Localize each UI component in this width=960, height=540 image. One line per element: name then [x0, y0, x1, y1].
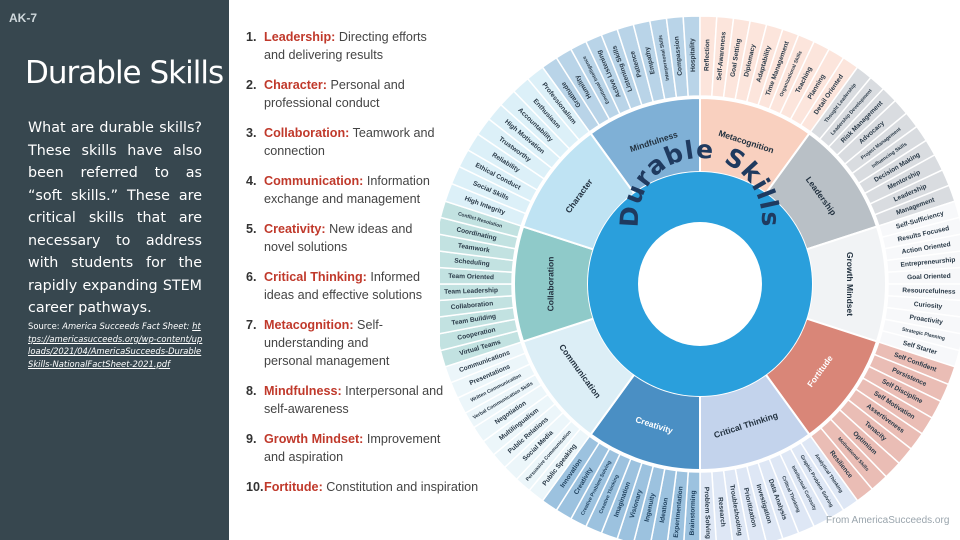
skill-number: 1.: [246, 30, 257, 44]
skill-label: Team Leadership: [444, 287, 498, 296]
skill-label: Collaboration: [451, 300, 494, 311]
hub-center: [638, 222, 762, 346]
skill-description: Teamwork and connection: [264, 126, 435, 158]
skill-description: New ideas and novel solutions: [264, 222, 413, 254]
skill-label: Hospitality: [689, 38, 697, 72]
skill-description: Personal and professional conduct: [264, 78, 405, 110]
skill-number: 10.: [246, 480, 264, 494]
skill-description: Informed ideas and effective solutions: [264, 270, 422, 302]
skill-name: Leadership:: [264, 30, 336, 44]
skill-number: 4.: [246, 174, 257, 188]
skill-item-mindfulness: 8. Mindfulness: Interpersonal and self-a…: [246, 382, 486, 418]
skill-name: Creativity:: [264, 222, 326, 236]
slide-body: What are durable skills? These skills ha…: [28, 120, 202, 316]
source-name: America Succeeds Fact Sheet:: [62, 321, 193, 331]
skill-cell: [526, 66, 591, 142]
skill-label: Goal Oriented: [907, 273, 951, 281]
skill-description: Directing efforts and delivering results: [264, 30, 427, 62]
skill-label: Problem Solving: [703, 487, 712, 539]
skill-label: Teamwork: [457, 242, 490, 254]
source-label: Source:: [28, 321, 63, 331]
skill-label: Reflection: [703, 39, 711, 71]
skill-description: Interpersonal and self-awareness: [264, 384, 444, 416]
category-label-collaboration: Collaboration: [545, 257, 555, 312]
skill-name: Mindfulness:: [264, 384, 342, 398]
image-credit: From AmericaSucceeds.org: [826, 515, 950, 526]
skill-number: 6.: [246, 270, 257, 284]
skill-number: 5.: [246, 222, 257, 236]
slide-code: AK-7: [9, 11, 38, 25]
skill-item-creativity: 5. Creativity: New ideas and novel solut…: [246, 220, 486, 256]
skill-label: Team Oriented: [448, 273, 494, 281]
skill-name: Growth Mindset:: [264, 432, 364, 446]
skill-number: 9.: [246, 432, 257, 446]
skill-item-critical-thinking: 6. Critical Thinking: Informed ideas and…: [246, 268, 486, 304]
skill-name: Metacognition:: [264, 318, 354, 332]
skill-label: Ideation: [659, 497, 670, 523]
skill-item-leadership: 1. Leadership: Directing efforts and del…: [246, 28, 486, 64]
skill-label: Brainstorming: [689, 490, 697, 535]
skill-label: Self-Awareness: [716, 31, 728, 81]
skill-label: Experimentation: [673, 486, 685, 538]
skill-item-collaboration: 3. Collaboration: Teamwork and connectio…: [246, 124, 486, 160]
skill-number: 8.: [246, 384, 257, 398]
skill-number: 3.: [246, 126, 257, 140]
skill-description: Improvement and aspiration: [264, 432, 441, 464]
slide-title: Durable Skills: [25, 55, 224, 91]
skill-name: Character:: [264, 78, 327, 92]
category-label-growth-mindset: Growth Mindset: [845, 252, 855, 316]
skill-name: Collaboration:: [264, 126, 350, 140]
skill-item-metacognition: 7. Metacognition: Self-understanding and…: [246, 316, 486, 370]
skill-name: Fortitude:: [264, 480, 323, 494]
skill-description: Constitution and inspiration: [322, 480, 479, 494]
skill-number: 2.: [246, 78, 257, 92]
skill-item-fortitude: 10. Fortitude: Constitution and inspirat…: [246, 478, 486, 496]
skill-name: Critical Thinking:: [264, 270, 367, 284]
skill-label: Scheduling: [454, 258, 490, 268]
skill-item-character: 2. Character: Personal and professional …: [246, 76, 486, 112]
skill-item-growth-mindset: 9. Growth Mindset: Improvement and aspir…: [246, 430, 486, 466]
skill-description: Information exchange and management: [264, 174, 430, 206]
source-citation: Source: America Succeeds Fact Sheet: htt…: [28, 320, 204, 370]
skill-label: Research: [716, 497, 726, 527]
skill-label: Resourcefulness: [902, 287, 956, 296]
skill-number: 7.: [246, 318, 257, 332]
skill-description: Self-understanding and personal manageme…: [264, 318, 390, 368]
skill-label: Curiosity: [913, 301, 942, 311]
source-link[interactable]: https://americasucceeds.org/wp-content/u…: [28, 321, 203, 369]
durable-skills-wheel: Mindfulness Gratitude Humility Emotional In…: [440, 10, 960, 540]
left-panel: AK-7 Durable Skills What are durable ski…: [0, 0, 229, 540]
skill-item-communication: 4. Communication: Information exchange a…: [246, 172, 486, 208]
skill-label: Compassion: [673, 36, 684, 76]
skill-name: Communication:: [264, 174, 364, 188]
